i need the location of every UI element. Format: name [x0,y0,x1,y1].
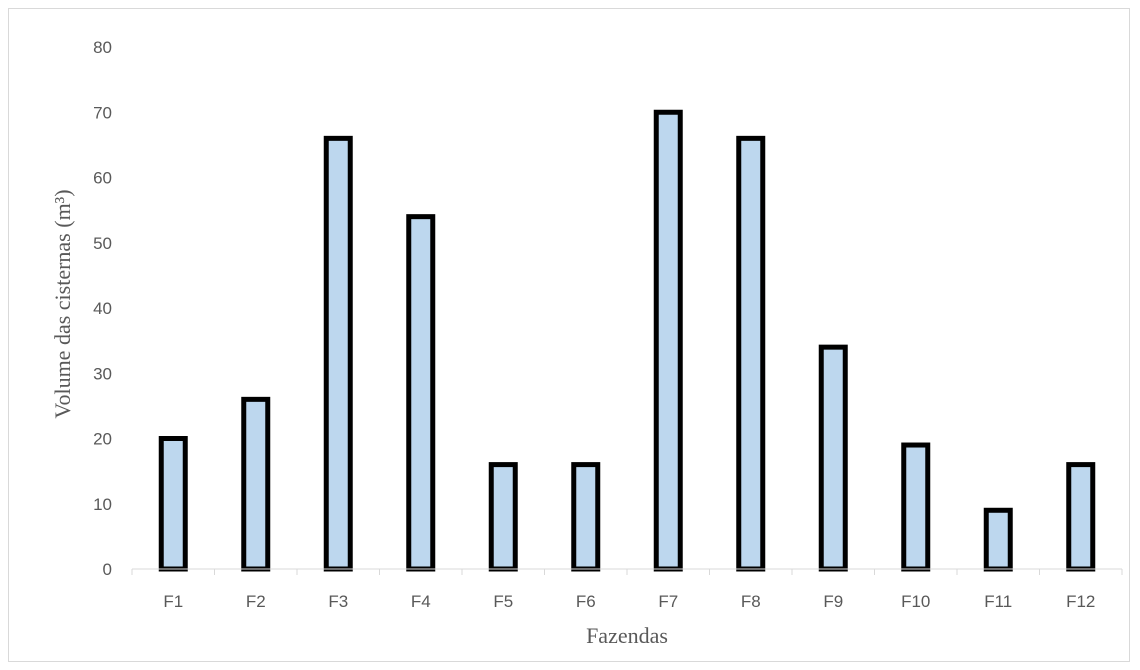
bar-f7 [653,109,683,572]
x-axis-title: Fazendas [586,623,668,648]
bar-f12 [1066,462,1096,572]
y-tick-label: 70 [93,103,112,122]
y-axis-title: Volume das cisternas (m³) [50,189,75,418]
y-tick-label: 80 [93,38,112,57]
x-tick-label: F8 [741,592,761,611]
x-tick-label: F12 [1066,592,1095,611]
bar-f6 [571,462,601,572]
y-tick-label: 40 [93,299,112,318]
bar-f1 [158,436,188,572]
x-axis-ticks: F1 F2 F3 F4 F5 F6 F7 F8 F9 F10 F11 F12 [131,569,1123,611]
x-tick-label: F11 [984,592,1012,611]
x-tick-label: F1 [163,592,183,611]
bar-f2 [241,396,271,572]
bar-f11 [983,507,1013,572]
x-tick-label: F7 [658,592,678,611]
bar-f4 [406,214,436,572]
x-tick-label: F6 [576,592,596,611]
y-tick-label: 10 [93,495,112,514]
y-tick-label: 60 [93,169,112,188]
y-tick-label: 20 [93,430,112,449]
y-tick-label: 0 [103,560,112,579]
y-tick-label: 50 [93,234,112,253]
y-axis-ticks: 0 10 20 30 40 50 60 70 80 [93,38,112,579]
x-tick-label: F2 [246,592,266,611]
x-tick-label: F5 [493,592,513,611]
x-tick-label: F4 [411,592,431,611]
bar-f10 [901,442,931,572]
x-tick-label: F10 [901,592,930,611]
y-tick-label: 30 [93,364,112,383]
bar-f8 [736,135,766,572]
bar-f5 [488,462,518,572]
bar-f9 [818,344,848,572]
bars [158,109,1096,572]
bar-f3 [323,135,353,572]
x-tick-label: F9 [823,592,843,611]
chart-frame [8,8,1130,662]
x-tick-label: F3 [328,592,348,611]
